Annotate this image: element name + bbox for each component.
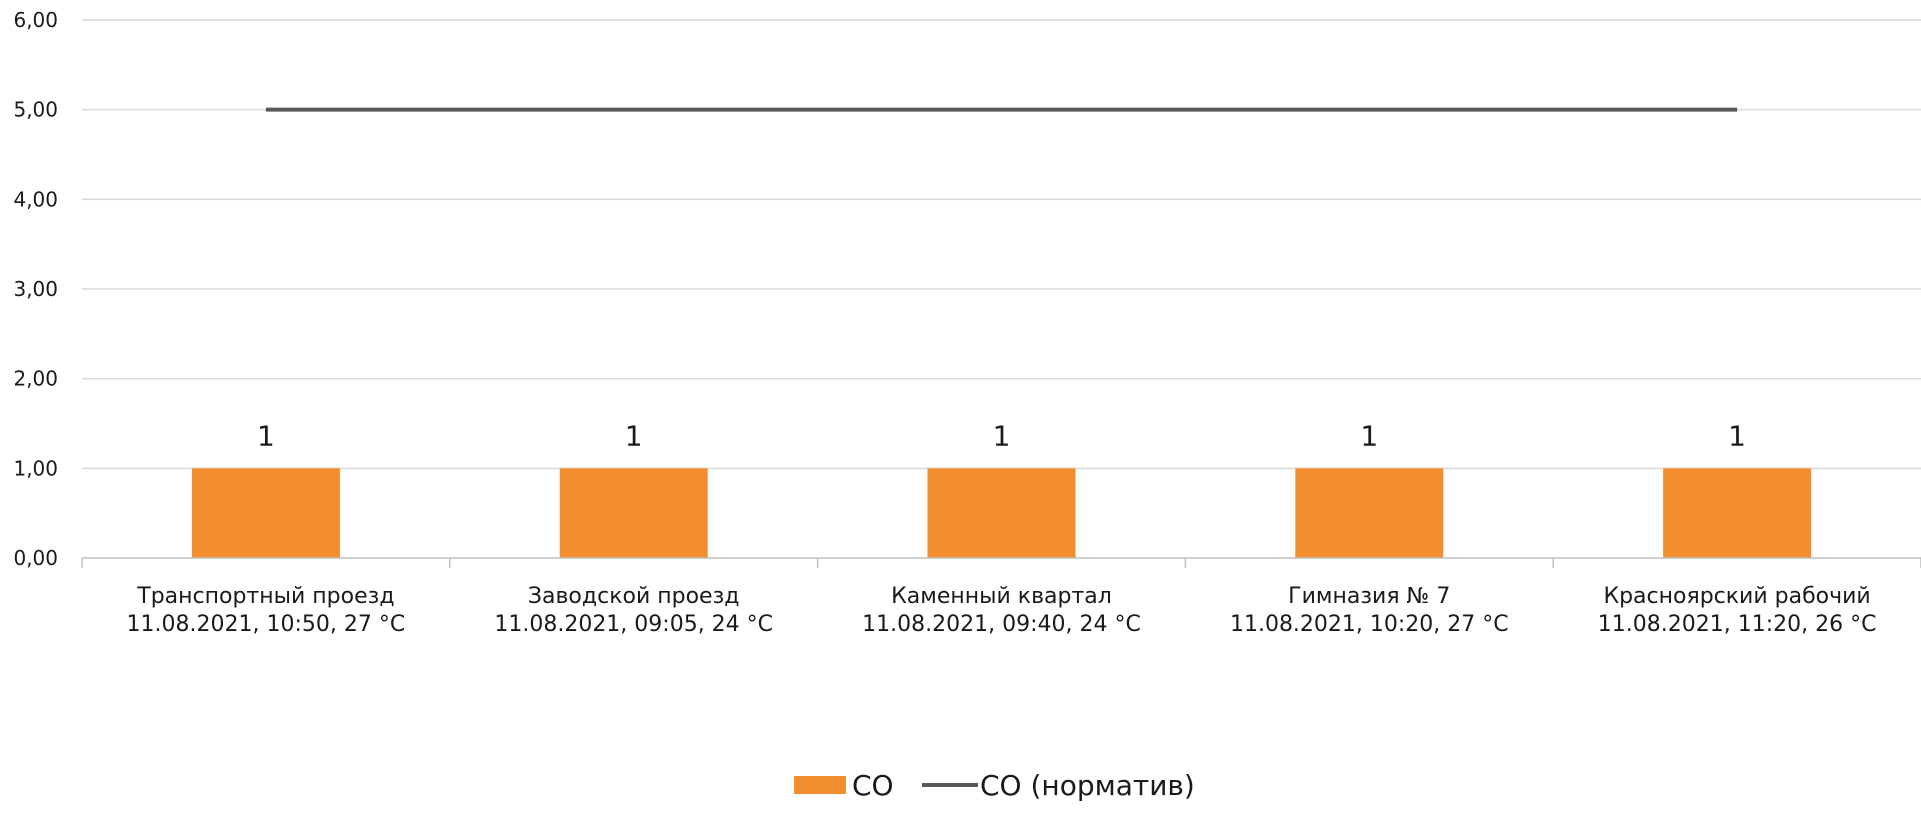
legend-label-co: CO bbox=[852, 769, 894, 802]
legend-swatch-co bbox=[794, 776, 846, 794]
x-tick-label-line: 11.08.2021, 09:40, 24 °C bbox=[862, 612, 1141, 637]
y-tick-label: 1,00 bbox=[13, 456, 58, 480]
bar bbox=[1663, 468, 1812, 558]
y-tick-label: 5,00 bbox=[13, 98, 58, 122]
x-tick-label: Заводской проезд 11.08.2021, 09:05, 24 °C bbox=[494, 584, 773, 637]
x-tick-label-line: Красноярский рабочий bbox=[1603, 584, 1870, 609]
data-label: 1 bbox=[257, 419, 275, 452]
y-tick-label: 6,00 bbox=[13, 8, 58, 32]
x-tick-label-line: Заводской проезд bbox=[528, 584, 740, 609]
data-label: 1 bbox=[993, 419, 1011, 452]
bar bbox=[1295, 468, 1444, 558]
bar bbox=[927, 468, 1076, 558]
x-tick-label-line: Транспортный проезд bbox=[136, 584, 394, 609]
x-tick-label-line: 11.08.2021, 09:05, 24 °C bbox=[494, 612, 773, 637]
x-tick-label: Каменный квартал 11.08.2021, 09:40, 24 °C bbox=[862, 584, 1141, 637]
data-labels: 1 1 1 1 1 bbox=[257, 419, 1746, 452]
y-tick-label: 4,00 bbox=[13, 187, 58, 211]
bar bbox=[191, 468, 340, 558]
y-tick-label: 3,00 bbox=[13, 277, 58, 301]
legend: CO CO (норматив) bbox=[794, 769, 1195, 802]
x-tick-label: Транспортный проезд 11.08.2021, 10:50, 27… bbox=[127, 584, 406, 637]
y-tick-label: 0,00 bbox=[13, 546, 58, 570]
x-tick-label-line: Гимназия № 7 bbox=[1288, 584, 1450, 609]
x-tick-label-line: 11.08.2021, 10:20, 27 °C bbox=[1230, 612, 1509, 637]
y-axis-tick-labels: 0,00 1,00 2,00 3,00 4,00 5,00 6,00 bbox=[13, 8, 58, 570]
x-axis: Транспортный проезд 11.08.2021, 10:50, 27… bbox=[81, 557, 1921, 637]
legend-label-norm: CO (норматив) bbox=[980, 769, 1195, 802]
bar bbox=[559, 468, 708, 558]
data-label: 1 bbox=[1728, 419, 1746, 452]
x-tick-label: Гимназия № 7 11.08.2021, 10:20, 27 °C bbox=[1230, 584, 1509, 637]
x-tick-label-line: 11.08.2021, 10:50, 27 °C bbox=[127, 612, 406, 637]
grid-lines bbox=[82, 19, 1921, 470]
data-label: 1 bbox=[1360, 419, 1378, 452]
x-tick-label-line: 11.08.2021, 11:20, 26 °C bbox=[1598, 612, 1877, 637]
bars bbox=[191, 468, 1812, 558]
x-tick-label: Красноярский рабочий 11.08.2021, 11:20, 2… bbox=[1598, 584, 1877, 637]
y-tick-label: 2,00 bbox=[13, 367, 58, 391]
x-tick-label-line: Каменный квартал bbox=[891, 584, 1112, 609]
data-label: 1 bbox=[625, 419, 643, 452]
